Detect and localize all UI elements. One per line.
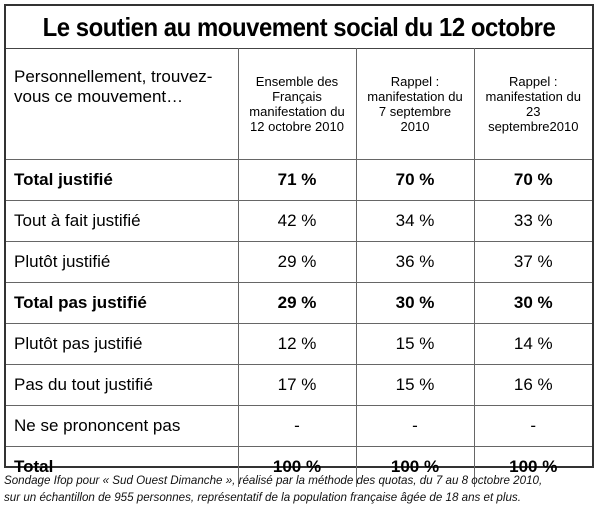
cell-value: 30 % (473, 282, 592, 324)
cell-value: 70 % (355, 159, 475, 201)
survey-table-frame: Le soutien au mouvement social du 12 oct… (4, 4, 594, 487)
cell-value: 30 % (355, 282, 475, 324)
row-label: Ne se prononcent pas (6, 405, 239, 447)
column-header-sep-7: Rappel : manifestation du 7 septembre 20… (355, 48, 475, 160)
row-label: Pas du tout justifié (6, 364, 239, 406)
cell-value: - (355, 405, 475, 447)
column-header-sep-23: Rappel : manifestation du 23 septembre20… (473, 48, 592, 160)
cell-value: 70 % (473, 159, 592, 201)
row-label: Total (6, 446, 239, 487)
cell-value: 16 % (473, 364, 592, 406)
table-row: Plutôt pas justifié 12 % 15 % 14 % (6, 323, 592, 365)
source-line-2: sur un échantillon de 955 personnes, rep… (4, 491, 521, 504)
source-line-1: Sondage Ifop pour « Sud Ouest Dimanche »… (4, 474, 543, 487)
row-label: Total pas justifié (6, 282, 239, 324)
table-row: Ne se prononcent pas - - - (6, 405, 592, 447)
cell-value: 15 % (355, 364, 475, 406)
cell-value: - (473, 405, 592, 447)
survey-table: Personnellement, trouvez-vous ce mouveme… (6, 48, 592, 487)
table-row: Pas du tout justifié 17 % 15 % 16 % (6, 364, 592, 406)
source-note: Sondage Ifop pour « Sud Ouest Dimanche »… (4, 472, 596, 506)
cell-value: 29 % (237, 282, 357, 324)
cell-value: 71 % (237, 159, 357, 201)
table-row: Total justifié 71 % 70 % 70 % (6, 159, 592, 201)
cell-value: 14 % (473, 323, 592, 365)
cell-value: 37 % (473, 241, 592, 283)
cell-value: 29 % (237, 241, 357, 283)
column-header-oct-12: Ensemble des Français manifestation du 1… (237, 48, 357, 160)
table-row: Total 100 % 100 % 100 % (6, 446, 592, 487)
cell-value: 100 % (237, 446, 357, 487)
table-title: Le soutien au mouvement social du 12 oct… (42, 11, 556, 42)
table-row: Plutôt justifié 29 % 36 % 37 % (6, 241, 592, 283)
row-label: Total justifié (6, 159, 239, 201)
cell-value: 15 % (355, 323, 475, 365)
cell-value: 17 % (237, 364, 357, 406)
cell-value: 36 % (355, 241, 475, 283)
cell-value: 33 % (473, 200, 592, 242)
cell-value: 100 % (473, 446, 592, 487)
row-label: Plutôt justifié (6, 241, 239, 283)
row-label: Plutôt pas justifié (6, 323, 239, 365)
row-label: Tout à fait justifié (6, 200, 239, 242)
question-header: Personnellement, trouvez-vous ce mouveme… (6, 48, 239, 160)
cell-value: - (237, 405, 357, 447)
cell-value: 12 % (237, 323, 357, 365)
cell-value: 100 % (355, 446, 475, 487)
table-header-row: Personnellement, trouvez-vous ce mouveme… (6, 48, 592, 160)
cell-value: 34 % (355, 200, 475, 242)
table-row: Total pas justifié 29 % 30 % 30 % (6, 282, 592, 324)
table-row: Tout à fait justifié 42 % 34 % 33 % (6, 200, 592, 242)
cell-value: 42 % (237, 200, 357, 242)
